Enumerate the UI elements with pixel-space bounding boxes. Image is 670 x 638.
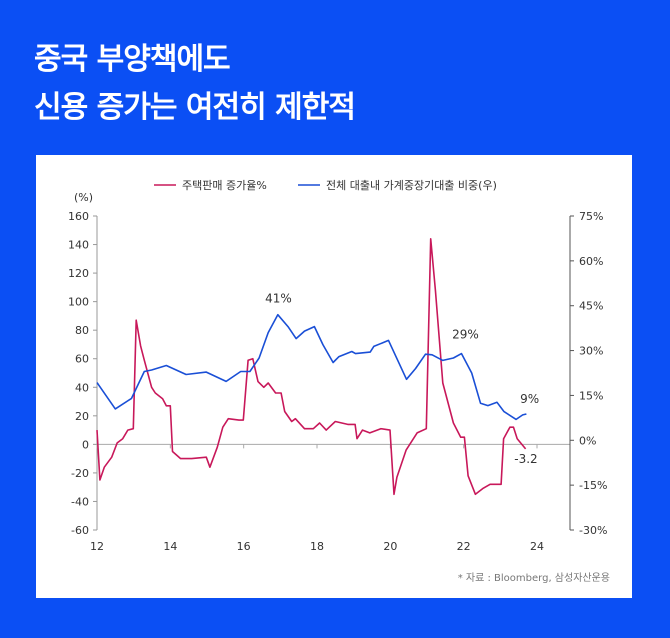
annotation-label: 41% [265,292,292,306]
x-tick-label: 20 [383,540,397,553]
y-tick-label: 40 [75,381,89,394]
x-tick-label: 16 [237,540,251,553]
source-note: * 자료 : Bloomberg, 삼성자산운용 [457,573,610,584]
series-line-1 [96,313,527,421]
y-tick-label: 100 [68,296,89,309]
title-line-1: 중국 부양책에도 [34,42,231,77]
y2-tick-label: 60% [579,255,603,268]
series-line-0 [96,238,527,496]
y-tick-label: -20 [71,467,89,480]
annotation-label: -3.2 [514,452,537,466]
x-tick-label: 24 [530,540,544,553]
y-tick-label: 140 [68,239,89,252]
chart-card: (%) 160 140 120 100 80 60 40 20 0 -20 -40 -60 75% 60% 4… [36,155,632,598]
line-chart: (%) 160 140 120 100 80 60 40 20 0 -20 -40 -60 75% 60% 4… [68,179,607,553]
y-tick-label: 120 [68,267,89,280]
y-tick-label: -40 [71,495,89,508]
y-axis-label: (%) [74,191,93,204]
y-tick-label: 0 [82,438,89,451]
y2-tick-label: 75% [579,210,603,223]
y2-tick-label: 0% [579,434,596,447]
y-tick-label: 20 [75,410,89,423]
y-tick-label: -60 [71,524,89,537]
y2-tick-label: 15% [579,389,603,402]
annotation-label: 9% [520,392,539,406]
y2-tick-label: 30% [579,345,603,358]
y-tick-label: 160 [68,210,89,223]
y2-tick-label: 45% [579,300,603,313]
y-tick-label: 80 [75,324,89,337]
x-tick-label: 14 [163,540,177,553]
x-tick-label: 18 [310,540,324,553]
legend-label-1: 전체 대출내 가계중장기대출 비중(우) [326,179,497,192]
x-tick-label: 22 [457,540,471,553]
x-tick-label: 12 [90,540,104,553]
annotation-label: 29% [452,328,479,342]
y2-tick-label: -30% [579,524,607,537]
title-line-2: 신용 증가는 여전히 제한적 [34,90,356,125]
y2-tick-label: -15% [579,479,607,492]
legend-label-0: 주택판매 증가율% [182,179,267,192]
y-tick-label: 60 [75,353,89,366]
